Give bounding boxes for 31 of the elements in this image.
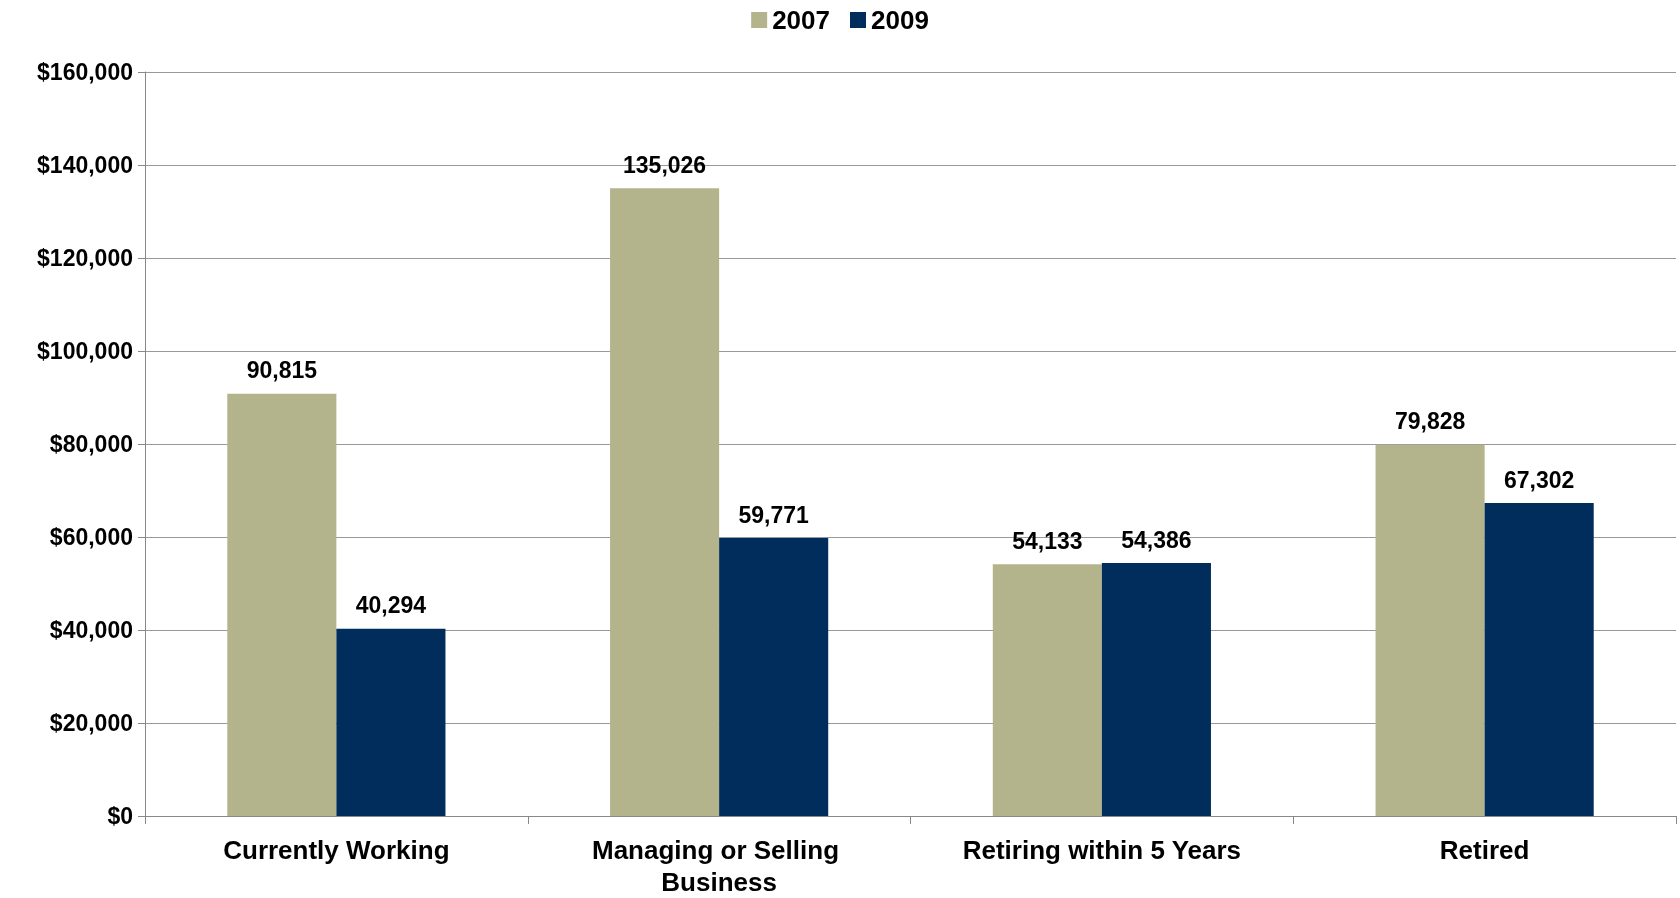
- x-tick-label: Retiring within 5 Years: [962, 835, 1242, 865]
- data-label: 67,302: [1503, 466, 1575, 493]
- bar: [1484, 503, 1594, 816]
- data-label: 59,771: [738, 501, 810, 528]
- bar: [1101, 563, 1211, 816]
- data-label: 40,294: [355, 592, 427, 619]
- y-tick-label: $120,000: [37, 245, 133, 271]
- y-tick-label: $80,000: [49, 431, 133, 457]
- data-label: 135,026: [623, 151, 707, 178]
- legend-label: 2007: [772, 5, 830, 35]
- bar: [719, 538, 829, 816]
- y-tick-label: $40,000: [49, 617, 133, 643]
- y-tick-label: $140,000: [37, 152, 133, 178]
- bar: [336, 628, 446, 816]
- y-tick-label: $160,000: [37, 59, 133, 85]
- y-tick-label: $100,000: [37, 338, 133, 364]
- x-tick-label: Currently Working: [223, 835, 450, 865]
- data-label: 54,133: [1012, 527, 1083, 554]
- legend-label: 2009: [871, 5, 929, 35]
- bar: [610, 188, 720, 816]
- y-tick-label: $20,000: [49, 710, 133, 736]
- bar: [992, 564, 1102, 816]
- y-tick-label: $60,000: [49, 524, 133, 550]
- data-label: 90,815: [246, 357, 318, 384]
- y-tick-label: $0: [107, 803, 133, 829]
- x-tick-label: Managing or Selling Business: [592, 835, 847, 897]
- x-tick-label: Retired: [1439, 835, 1530, 865]
- data-label: 54,386: [1121, 526, 1192, 553]
- bar: [227, 393, 337, 816]
- bar: [1375, 444, 1485, 816]
- data-label: 79,828: [1394, 408, 1466, 435]
